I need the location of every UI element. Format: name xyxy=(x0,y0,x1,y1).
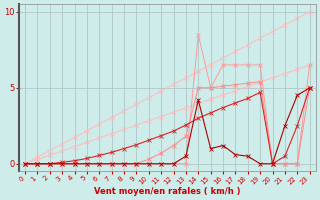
X-axis label: Vent moyen/en rafales ( km/h ): Vent moyen/en rafales ( km/h ) xyxy=(94,187,241,196)
